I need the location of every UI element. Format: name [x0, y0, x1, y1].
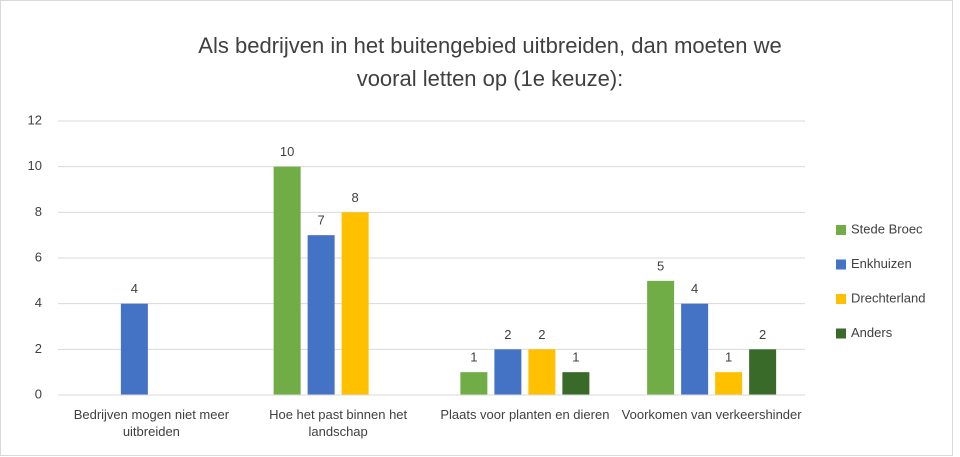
data-label: 1: [470, 350, 477, 365]
x-tick-label: Hoe het past binnen het landschap: [269, 407, 408, 439]
legend-label: Stede Broec: [851, 221, 923, 236]
bar: [562, 372, 590, 395]
data-label: 5: [657, 258, 664, 273]
y-tick-label: 10: [28, 158, 42, 173]
data-label: 1: [725, 350, 732, 365]
data-label: 2: [759, 327, 766, 342]
legend-label: Anders: [851, 325, 893, 340]
data-label: 7: [318, 213, 325, 228]
bar: [494, 349, 522, 395]
bar: [749, 349, 777, 395]
data-label: 4: [691, 281, 698, 296]
legend-label: Enkhuizen: [851, 256, 912, 271]
data-label: 8: [352, 190, 359, 205]
y-tick-label: 8: [35, 204, 42, 219]
chart-title: Als bedrijven in het buitengebied uitbre…: [198, 33, 781, 58]
bar: [681, 303, 709, 395]
y-tick-label: 4: [35, 295, 42, 310]
bar: [273, 166, 301, 395]
data-label: 4: [131, 281, 138, 296]
legend-swatch: [836, 294, 846, 304]
data-label: 2: [504, 327, 511, 342]
bar: [341, 212, 369, 395]
data-label: 2: [538, 327, 545, 342]
bar: [715, 372, 743, 395]
data-label: 1: [572, 350, 579, 365]
x-tick-label: Plaats voor planten en dieren: [440, 407, 610, 422]
chart-title: vooral letten op (1e keuze):: [357, 66, 624, 91]
bar: [460, 372, 488, 395]
bar: [528, 349, 556, 395]
bar: [647, 280, 675, 395]
legend-swatch: [836, 328, 846, 339]
y-tick-label: 6: [35, 249, 42, 264]
legend-label: Drechterland: [851, 290, 925, 305]
bar: [120, 303, 148, 395]
legend-swatch: [836, 259, 846, 270]
data-label: 10: [280, 144, 294, 159]
y-tick-label: 12: [28, 112, 42, 127]
y-tick-label: 0: [35, 386, 42, 401]
x-tick-label: Bedrijven mogen niet meer uitbreiden: [73, 407, 230, 439]
legend-swatch: [836, 225, 846, 235]
y-tick-label: 2: [35, 341, 42, 356]
x-tick-label: Voorkomen van verkeershinder: [621, 407, 802, 422]
bar: [307, 235, 335, 395]
